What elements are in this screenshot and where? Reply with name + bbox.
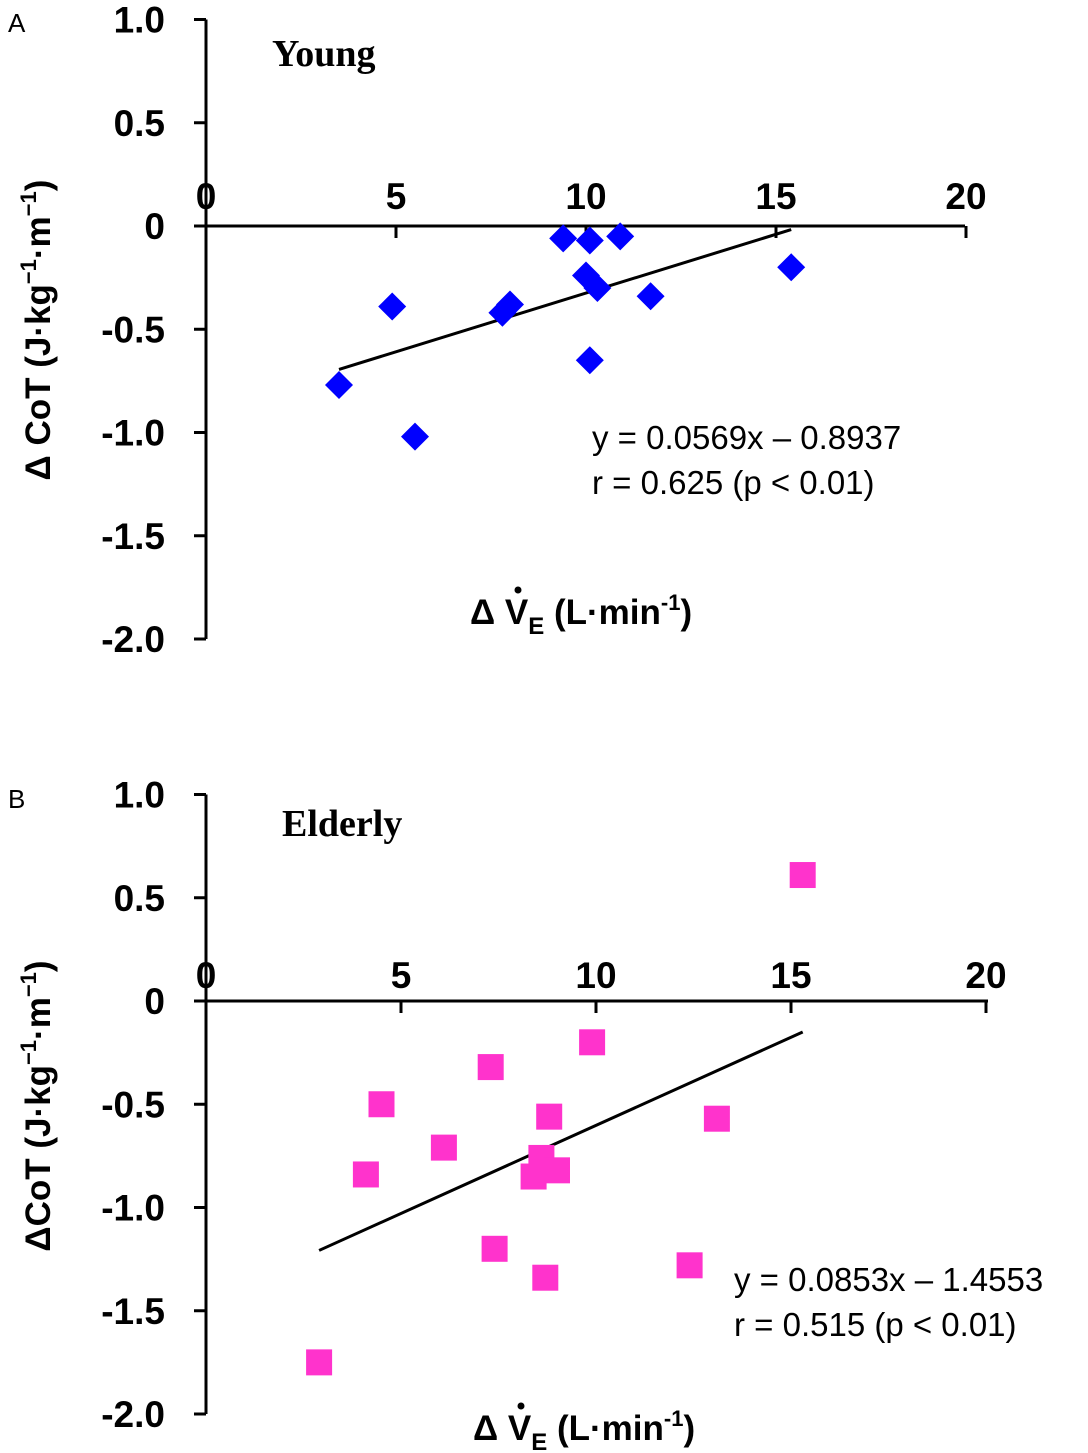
- y-tick-label: -1.0: [101, 1188, 165, 1229]
- y-axis-label: Δ CoT (J·kg−1·m−1): [16, 180, 58, 481]
- data-point: [575, 346, 604, 375]
- panel-b: B 1.0 0.5 0 -0.5 -1.0 -1.5 -2.0 0 5 10 15 20 Elderly y…: [8, 775, 1043, 1453]
- data-point: [676, 1252, 703, 1279]
- y-tick-label: 0.5: [114, 103, 165, 144]
- data-point: [583, 273, 612, 302]
- group-title: Young: [272, 33, 376, 75]
- data-point: [575, 226, 604, 255]
- regression-equation: y = 0.0569x – 0.8937: [592, 419, 901, 456]
- vdot-dot: [517, 1402, 525, 1410]
- x-tick-label: 15: [755, 176, 796, 217]
- y-tick-label: -2.0: [101, 1394, 165, 1435]
- x-tick-label: 5: [386, 176, 407, 217]
- data-point: [368, 1091, 395, 1118]
- y-tick-label: -2.0: [101, 619, 165, 660]
- data-point: [430, 1134, 457, 1161]
- data-point: [352, 1161, 379, 1188]
- trend-line: [318, 1030, 804, 1252]
- data-point: [703, 1105, 730, 1132]
- data-point: [636, 282, 665, 311]
- y-tick-label: 0: [144, 206, 165, 247]
- x-axis-label: Δ VE (L·min-1): [473, 1406, 695, 1453]
- vdot-symbol: V: [508, 1409, 532, 1448]
- data-point: [532, 1264, 559, 1291]
- data-point: [477, 1054, 504, 1081]
- panel-a: A 1.0 0.5 0 -0.5 -1.0 -1.5 -2.0 0 5 10 15 20 Young y =…: [8, 0, 987, 660]
- x-tick-label: 5: [391, 955, 412, 996]
- data-point: [544, 1157, 570, 1184]
- trend-line: [338, 228, 792, 371]
- x-tick-label: 0: [196, 176, 217, 217]
- y-tick-label: -0.5: [101, 309, 165, 350]
- panel-letter: B: [8, 784, 25, 814]
- x-tick-label: 10: [565, 176, 606, 217]
- y-tick-label: 0.5: [114, 878, 165, 919]
- x-tick-label: 15: [770, 955, 811, 996]
- data-point: [536, 1103, 563, 1130]
- y-tick-label: -1.5: [101, 1291, 165, 1332]
- data-point: [579, 1029, 606, 1056]
- data-point: [549, 224, 578, 253]
- data-point: [401, 422, 429, 451]
- correlation-text: r = 0.625 (p < 0.01): [592, 464, 875, 501]
- data-point: [606, 222, 635, 251]
- data-point: [777, 253, 806, 282]
- y-axis-label: ΔCoT (J·kg−1·m−1): [16, 960, 58, 1251]
- x-axis-label: Δ VE (L·min-1): [470, 590, 692, 640]
- y-tick-label: 1.0: [114, 0, 165, 41]
- group-title: Elderly: [282, 803, 402, 845]
- data-point: [481, 1235, 508, 1262]
- data-point: [325, 371, 353, 400]
- panel-letter: A: [8, 8, 26, 38]
- x-tick-label: 0: [196, 955, 217, 996]
- y-tick-label: 0: [144, 981, 165, 1022]
- x-tick-label: 20: [965, 955, 1006, 996]
- data-point: [789, 862, 816, 889]
- y-tick-label: -1.0: [101, 413, 165, 454]
- y-tick-label: -0.5: [101, 1084, 165, 1125]
- y-tick-label: 1.0: [114, 775, 165, 816]
- regression-equation: y = 0.0853x – 1.4553: [734, 1261, 1043, 1298]
- data-point: [378, 292, 407, 321]
- vdot-symbol: V: [505, 593, 529, 632]
- correlation-text: r = 0.515 (p < 0.01): [734, 1306, 1017, 1343]
- y-tick-label: -1.5: [101, 516, 165, 557]
- x-tick-label: 20: [945, 176, 986, 217]
- x-tick-label: 10: [575, 955, 616, 996]
- data-point: [496, 290, 524, 319]
- data-point: [488, 298, 517, 327]
- data-point: [306, 1349, 333, 1376]
- vdot-dot: [514, 586, 522, 594]
